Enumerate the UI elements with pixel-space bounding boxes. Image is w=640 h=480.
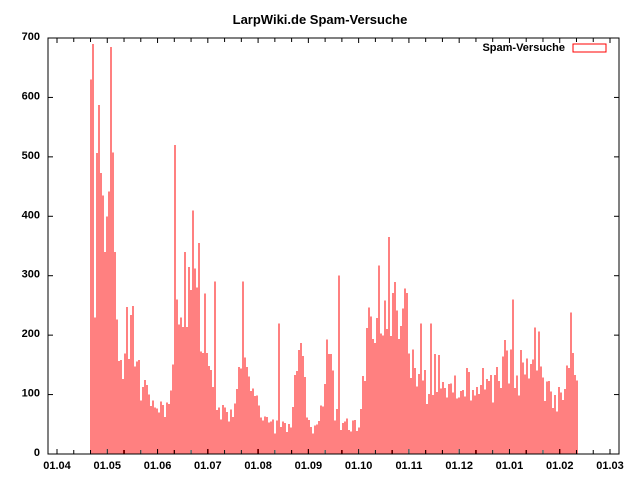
svg-text:01.02: 01.02: [546, 460, 574, 472]
svg-text:0: 0: [34, 447, 40, 459]
svg-text:400: 400: [22, 209, 40, 221]
svg-text:01.03: 01.03: [596, 460, 624, 472]
svg-text:01.10: 01.10: [345, 460, 373, 472]
svg-text:500: 500: [22, 150, 40, 162]
svg-text:01.05: 01.05: [94, 460, 122, 472]
svg-text:01.11: 01.11: [395, 460, 422, 472]
svg-text:01.08: 01.08: [244, 460, 272, 472]
svg-text:01.06: 01.06: [144, 460, 172, 472]
svg-text:01.07: 01.07: [194, 460, 222, 472]
svg-text:01.01: 01.01: [496, 460, 524, 472]
svg-text:700: 700: [22, 31, 40, 43]
svg-text:300: 300: [22, 269, 40, 281]
svg-text:LarpWiki.de Spam-Versuche: LarpWiki.de Spam-Versuche: [233, 12, 408, 27]
svg-text:Spam-Versuche: Spam-Versuche: [482, 42, 565, 54]
svg-text:01.09: 01.09: [295, 460, 323, 472]
svg-text:600: 600: [22, 90, 40, 102]
svg-text:100: 100: [22, 388, 40, 400]
svg-text:200: 200: [22, 328, 40, 340]
svg-text:01.12: 01.12: [445, 460, 473, 472]
svg-text:01.04: 01.04: [43, 460, 71, 472]
